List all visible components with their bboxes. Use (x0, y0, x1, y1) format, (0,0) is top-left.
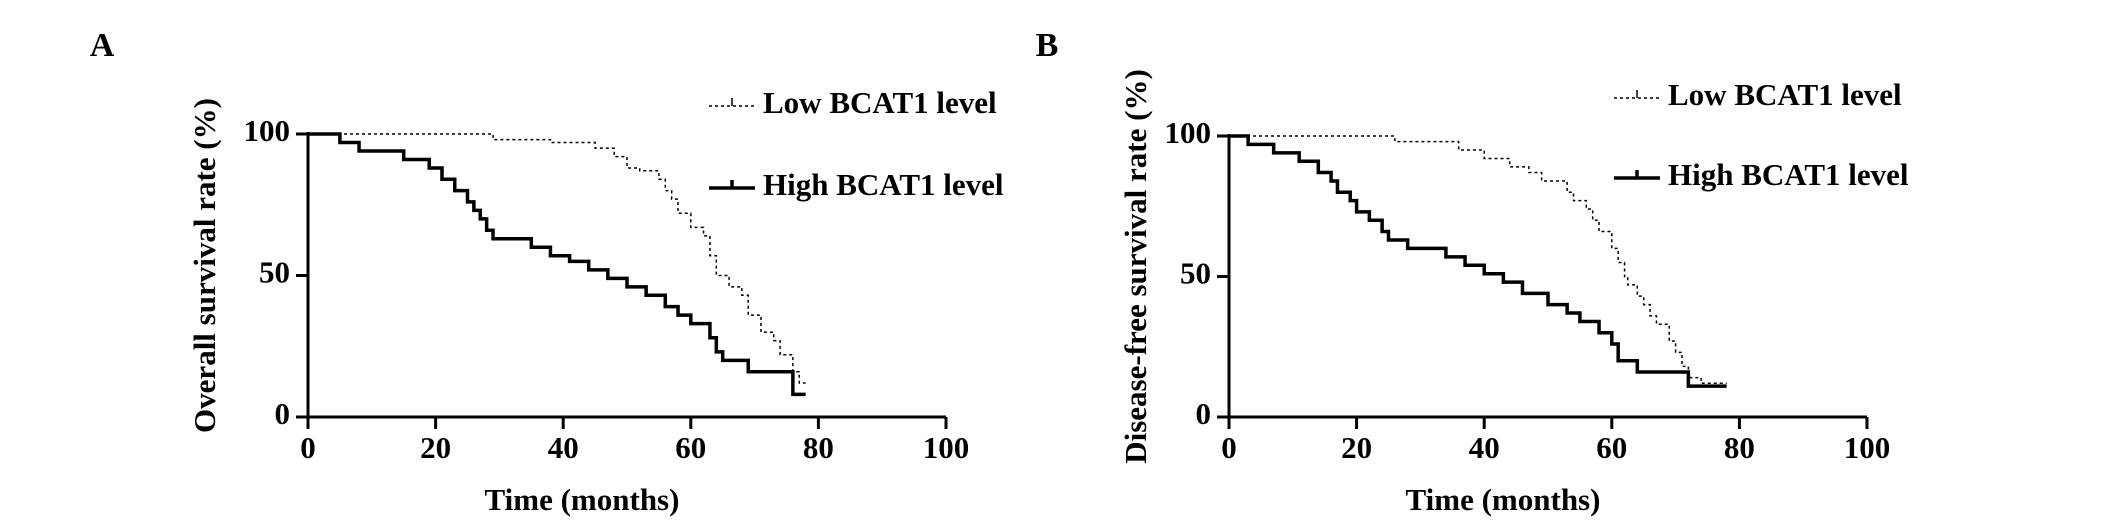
x-tick-label: 100 (1844, 430, 1891, 465)
legend-label: Low BCAT1 level (763, 85, 997, 120)
y-tick-label: 0 (1196, 396, 1212, 431)
x-tick-label: 60 (1596, 430, 1627, 465)
survival-curve (308, 133, 806, 384)
x-tick-label: 20 (420, 430, 451, 465)
x-tick-label: 80 (1724, 430, 1755, 465)
x-tick-label: 80 (803, 430, 834, 465)
y-axis-label: Overall survival rate (%) (187, 98, 222, 433)
legend-label: High BCAT1 level (1668, 157, 1909, 192)
x-tick-label: 40 (1469, 430, 1500, 465)
y-tick-label: 0 (275, 396, 291, 431)
x-tick-label: 40 (548, 430, 579, 465)
legend-label: High BCAT1 level (763, 167, 1004, 202)
x-axis-label: Time (months) (485, 482, 680, 517)
y-axis-label: Disease-free survival rate (%) (1118, 69, 1153, 464)
x-tick-label: 20 (1341, 430, 1372, 465)
legend-label: Low BCAT1 level (1668, 77, 1902, 112)
panel-label: B (1036, 27, 1059, 64)
survival-curve (1229, 134, 1727, 388)
survival-curve (308, 132, 806, 397)
x-tick-label: 0 (1221, 430, 1237, 465)
survival-curve (1229, 135, 1727, 385)
y-tick-label: 100 (244, 113, 291, 148)
x-tick-label: 60 (675, 430, 706, 465)
x-tick-label: 100 (923, 430, 970, 465)
x-axis-label: Time (months) (1406, 482, 1601, 517)
y-tick-label: 100 (1165, 115, 1212, 150)
y-tick-label: 50 (1180, 256, 1211, 291)
panel-label: A (90, 27, 115, 64)
y-tick-label: 50 (259, 255, 290, 290)
x-tick-label: 0 (300, 430, 316, 465)
